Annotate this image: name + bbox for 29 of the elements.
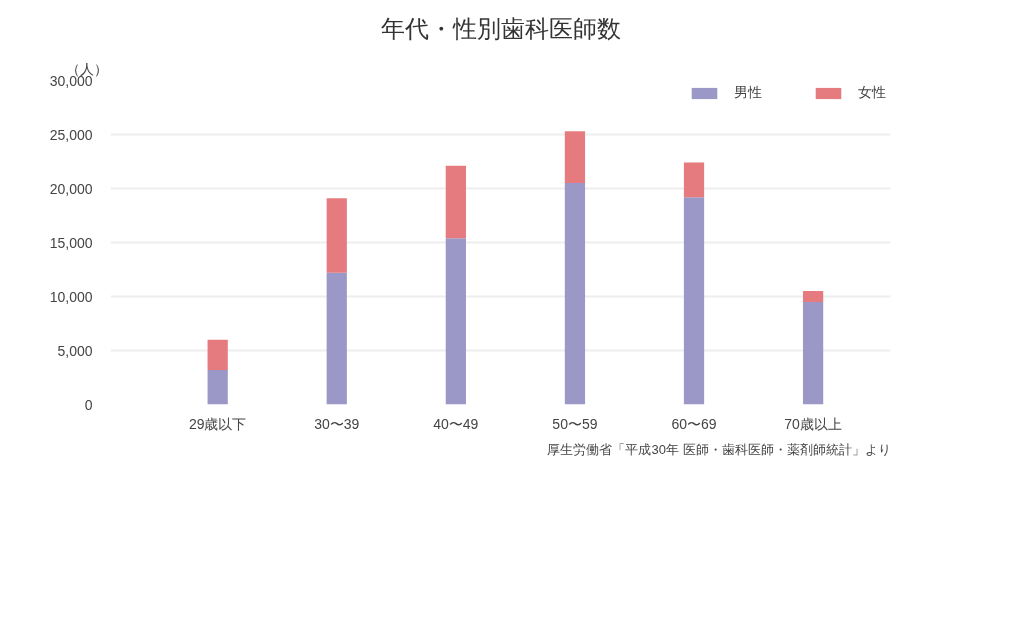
y-tick-label: 10,000: [49, 288, 93, 305]
bar: [326, 198, 347, 273]
y-tick-label: 5,000: [57, 342, 93, 359]
y-tick-label: 20,000: [49, 180, 93, 197]
bar: [207, 369, 228, 405]
x-tick-label: 50〜59: [552, 415, 598, 432]
y-tick-label: 0: [84, 396, 93, 413]
legend-label: 男性: [734, 84, 762, 102]
text: 厚生労働省「平成30年 医師・歯科医師・薬剤師統計」より: [547, 441, 891, 457]
x-tick-label: 70歳以上: [784, 415, 842, 432]
y-axis-title: （人）: [65, 60, 108, 77]
bar: [564, 183, 586, 405]
bar: [564, 131, 586, 184]
bar: [802, 301, 824, 405]
y-tick-label: 15,000: [49, 234, 93, 251]
bar: [445, 238, 466, 405]
bar: [683, 162, 705, 198]
bar: [683, 197, 705, 405]
bar: [207, 339, 228, 370]
chart-title: 年代・性別歯科医師数: [380, 15, 621, 42]
y-tick-label: 25,000: [49, 126, 93, 143]
bar: [445, 165, 466, 239]
x-tick-label: 30〜39: [314, 415, 360, 432]
bar: [326, 272, 347, 405]
legend-label: 女性: [858, 84, 886, 102]
x-tick-label: 29歳以下: [188, 415, 247, 432]
x-tick-label: 60〜69: [671, 415, 717, 432]
bar: [802, 291, 824, 302]
x-tick-label: 40〜49: [433, 415, 479, 432]
